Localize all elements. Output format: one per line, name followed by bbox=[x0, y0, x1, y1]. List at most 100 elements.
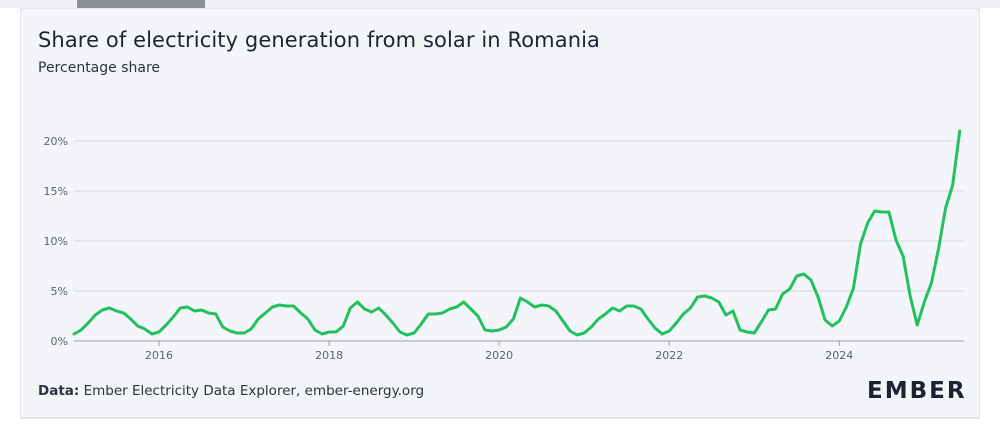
data-point[interactable] bbox=[107, 306, 112, 311]
data-point[interactable] bbox=[454, 305, 459, 310]
data-point[interactable] bbox=[79, 328, 84, 333]
data-point[interactable] bbox=[568, 329, 573, 334]
data-point[interactable] bbox=[291, 304, 296, 309]
data-point[interactable] bbox=[348, 306, 353, 311]
data-point[interactable] bbox=[426, 312, 431, 317]
data-point[interactable] bbox=[157, 330, 162, 335]
data-point[interactable] bbox=[397, 330, 402, 335]
data-point[interactable] bbox=[256, 317, 261, 322]
data-point[interactable] bbox=[227, 329, 232, 334]
data-point[interactable] bbox=[532, 305, 537, 310]
data-point[interactable] bbox=[773, 307, 778, 312]
data-point[interactable] bbox=[702, 294, 707, 299]
data-point[interactable] bbox=[688, 306, 693, 311]
data-point[interactable] bbox=[185, 305, 190, 310]
data-point[interactable] bbox=[525, 300, 530, 305]
data-point[interactable] bbox=[681, 312, 686, 317]
data-point[interactable] bbox=[560, 319, 565, 324]
data-point[interactable] bbox=[901, 254, 906, 259]
data-point[interactable] bbox=[270, 305, 275, 310]
data-point[interactable] bbox=[631, 304, 636, 309]
data-point[interactable] bbox=[249, 327, 254, 332]
data-point[interactable] bbox=[242, 331, 247, 336]
data-point[interactable] bbox=[638, 307, 643, 312]
data-point[interactable] bbox=[475, 314, 480, 319]
data-point[interactable] bbox=[383, 313, 388, 318]
data-point[interactable] bbox=[738, 328, 743, 333]
data-point[interactable] bbox=[610, 306, 615, 311]
data-point[interactable] bbox=[142, 327, 147, 332]
data-point[interactable] bbox=[390, 321, 395, 326]
data-point[interactable] bbox=[752, 331, 757, 336]
data-point[interactable] bbox=[490, 329, 495, 334]
data-point[interactable] bbox=[362, 307, 367, 312]
data-point[interactable] bbox=[582, 331, 587, 336]
data-point[interactable] bbox=[645, 317, 650, 322]
data-point[interactable] bbox=[100, 308, 105, 313]
data-point[interactable] bbox=[149, 332, 154, 337]
data-point[interactable] bbox=[433, 312, 438, 317]
data-point[interactable] bbox=[808, 278, 813, 283]
data-point[interactable] bbox=[823, 318, 828, 323]
data-point[interactable] bbox=[858, 242, 863, 247]
data-point[interactable] bbox=[950, 183, 955, 188]
data-point[interactable] bbox=[504, 325, 509, 330]
data-point[interactable] bbox=[128, 317, 133, 322]
data-point[interactable] bbox=[369, 310, 374, 315]
data-point[interactable] bbox=[234, 331, 239, 336]
data-point[interactable] bbox=[851, 286, 856, 291]
series-line-solar-share[interactable] bbox=[72, 129, 962, 337]
data-point[interactable] bbox=[709, 296, 714, 301]
data-point[interactable] bbox=[589, 325, 594, 330]
data-point[interactable] bbox=[844, 305, 849, 310]
data-point[interactable] bbox=[575, 333, 580, 338]
data-point[interactable] bbox=[178, 306, 183, 311]
data-point[interactable] bbox=[801, 272, 806, 277]
data-point[interactable] bbox=[617, 309, 622, 314]
data-point[interactable] bbox=[957, 129, 962, 134]
active-tab-indicator[interactable] bbox=[77, 0, 205, 8]
data-point[interactable] bbox=[220, 325, 225, 330]
data-point[interactable] bbox=[412, 331, 417, 336]
data-point[interactable] bbox=[816, 295, 821, 300]
data-point[interactable] bbox=[419, 322, 424, 327]
data-point[interactable] bbox=[674, 321, 679, 326]
data-point[interactable] bbox=[327, 330, 332, 335]
data-point[interactable] bbox=[341, 324, 346, 329]
data-point[interactable] bbox=[405, 333, 410, 338]
data-point[interactable] bbox=[334, 330, 339, 335]
data-point[interactable] bbox=[539, 303, 544, 308]
data-point[interactable] bbox=[263, 311, 268, 316]
data-point[interactable] bbox=[511, 317, 516, 322]
data-point[interactable] bbox=[653, 326, 658, 331]
data-point[interactable] bbox=[936, 247, 941, 252]
data-point[interactable] bbox=[794, 274, 799, 279]
data-point[interactable] bbox=[865, 221, 870, 226]
data-point[interactable] bbox=[837, 319, 842, 324]
data-point[interactable] bbox=[518, 296, 523, 301]
data-point[interactable] bbox=[780, 292, 785, 297]
data-point[interactable] bbox=[624, 304, 629, 309]
data-point[interactable] bbox=[915, 323, 920, 328]
data-point[interactable] bbox=[135, 324, 140, 329]
data-point[interactable] bbox=[440, 311, 445, 316]
data-point[interactable] bbox=[298, 311, 303, 316]
data-point[interactable] bbox=[745, 330, 750, 335]
data-point[interactable] bbox=[667, 329, 672, 334]
data-point[interactable] bbox=[787, 287, 792, 292]
data-point[interactable] bbox=[723, 313, 728, 318]
data-point[interactable] bbox=[766, 308, 771, 313]
data-point[interactable] bbox=[72, 332, 77, 337]
data-point[interactable] bbox=[886, 210, 891, 215]
data-point[interactable] bbox=[603, 312, 608, 317]
data-point[interactable] bbox=[199, 308, 204, 313]
data-point[interactable] bbox=[277, 303, 282, 308]
data-point[interactable] bbox=[482, 328, 487, 333]
data-point[interactable] bbox=[596, 317, 601, 322]
data-point[interactable] bbox=[376, 306, 381, 311]
data-point[interactable] bbox=[114, 309, 119, 314]
data-point[interactable] bbox=[497, 328, 502, 333]
data-point[interactable] bbox=[908, 294, 913, 299]
data-point[interactable] bbox=[284, 304, 289, 309]
data-point[interactable] bbox=[468, 307, 473, 312]
